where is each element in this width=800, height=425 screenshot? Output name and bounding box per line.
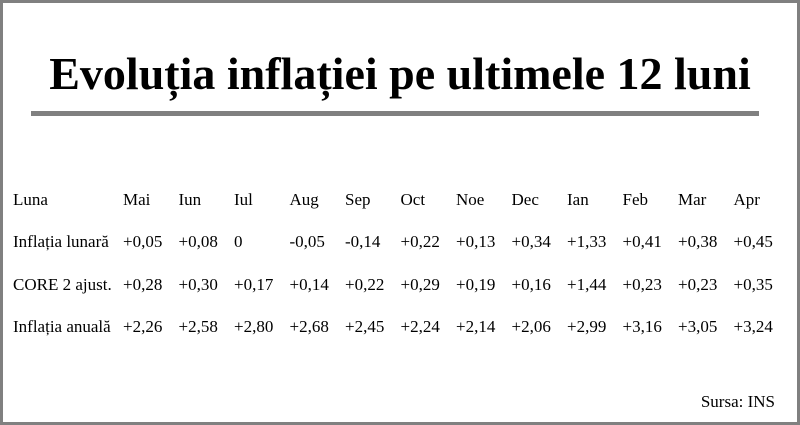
table-cell: +2,45: [345, 316, 385, 336]
table-cell: +3,05: [678, 316, 718, 336]
table-cell: -0,05: [289, 232, 325, 252]
table-cell: -0,14: [345, 232, 381, 252]
row-label: Inflația anuală: [13, 316, 111, 336]
table-cell: +0,35: [733, 274, 773, 294]
column-header: Dec: [511, 190, 539, 209]
row-label: Inflația lunară: [13, 232, 109, 252]
table-cell: +3,24: [733, 316, 773, 336]
column-header: Feb: [622, 190, 649, 209]
table-cell: +0,22: [345, 274, 385, 294]
table-cell: +1,44: [567, 274, 607, 294]
table-cell: +0,13: [456, 232, 496, 252]
column-header: Oct: [400, 190, 426, 209]
column-header: Mar: [678, 190, 707, 209]
table-cell: +2,99: [567, 316, 607, 336]
table-cell: +0,16: [511, 274, 551, 294]
table-cell: +2,68: [289, 316, 329, 336]
table-cell: +0,23: [678, 274, 718, 294]
column-header: Aug: [289, 190, 319, 209]
table-cell: +0,23: [622, 274, 662, 294]
table-cell: +0,05: [123, 232, 163, 252]
row-label: CORE 2 ajust.: [13, 274, 112, 294]
table-cell: +0,38: [678, 232, 718, 252]
table-cell: +0,41: [622, 232, 662, 252]
column-header: Iul: [234, 190, 253, 209]
table-cell: +0,17: [234, 274, 274, 294]
table-cell: +1,33: [567, 232, 607, 252]
header-label: Luna: [13, 190, 48, 209]
table-cell: +0,29: [400, 274, 440, 294]
table-cell: +0,34: [511, 232, 551, 252]
table-cell: 0: [234, 232, 243, 252]
table-cell: +0,45: [733, 232, 773, 252]
table-cell: +0,19: [456, 274, 496, 294]
column-header: Ian: [567, 190, 589, 209]
column-header: Iun: [178, 190, 202, 209]
title-underline: [31, 111, 759, 116]
table-cell: +0,22: [400, 232, 440, 252]
table-cell: +2,80: [234, 316, 274, 336]
column-header: Sep: [345, 190, 371, 209]
table-cell: +2,58: [178, 316, 218, 336]
table-cell: +0,14: [289, 274, 329, 294]
table-cell: +3,16: [622, 316, 662, 336]
table-cell: +2,06: [511, 316, 551, 336]
title: Evoluția inflației pe ultimele 12 luni: [49, 48, 751, 99]
table-cell: +2,14: [456, 316, 496, 336]
column-header: Noe: [456, 190, 485, 209]
table-cell: +0,08: [178, 232, 218, 252]
column-header: Mai: [123, 190, 151, 209]
table-cell: +2,26: [123, 316, 163, 336]
table-cell: +2,24: [400, 316, 440, 336]
source: Sursa: INS: [700, 392, 775, 411]
table-cell: +0,30: [178, 274, 218, 294]
table-cell: +0,28: [123, 274, 163, 294]
column-header: Apr: [733, 190, 760, 209]
